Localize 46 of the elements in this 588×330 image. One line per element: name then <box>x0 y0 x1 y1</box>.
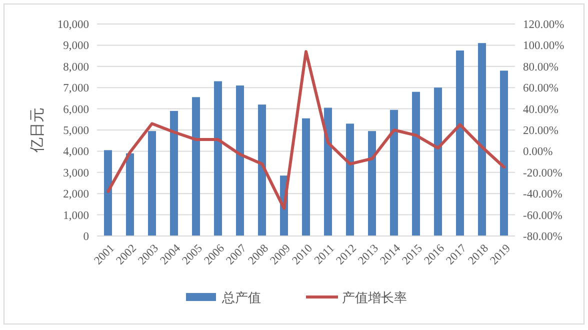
y-tick-label: 1,000 <box>63 210 90 222</box>
bar <box>170 110 178 236</box>
y2-tick-label: -80.00% <box>523 231 563 243</box>
y-tick-label: 8,000 <box>63 61 90 74</box>
y-tick-label: 10,000 <box>57 19 90 31</box>
y-tick-label: 0 <box>83 231 90 243</box>
bar <box>324 108 332 236</box>
y-tick-label: 2,000 <box>63 188 90 201</box>
bar <box>192 97 200 236</box>
y-tick-label: 9,000 <box>63 40 90 52</box>
legend-label: 产值增长率 <box>342 290 407 305</box>
bar <box>412 92 420 236</box>
bar <box>390 110 398 236</box>
x-tick-label: 2011 <box>312 242 338 267</box>
y2-tick-label: -40.00% <box>523 188 563 201</box>
bar <box>258 104 266 236</box>
y2-tick-label: 0.00% <box>523 146 554 158</box>
y-axis-title: 亿日元 <box>30 108 46 154</box>
bar <box>368 131 376 236</box>
bar <box>214 81 222 236</box>
y-tick-label: 5,000 <box>63 125 90 137</box>
bar <box>302 118 310 236</box>
line-series <box>106 50 506 210</box>
y-tick-label: 3,000 <box>63 167 90 180</box>
y2-tick-label: 120.00% <box>523 19 565 31</box>
bar <box>126 153 134 236</box>
y2-tick-label: 20.00% <box>523 125 559 137</box>
bar <box>236 85 244 236</box>
bar <box>456 50 464 236</box>
y2-tick-label: 80.00% <box>523 61 559 74</box>
y2-tick-label: -60.00% <box>523 210 563 222</box>
bar <box>346 124 354 236</box>
y2-tick-label: -20.00% <box>523 167 563 180</box>
y2-tick-label: 40.00% <box>523 104 559 116</box>
y2-tick-label: 100.00% <box>523 40 565 52</box>
y-tick-label: 6,000 <box>63 104 90 116</box>
bar <box>104 150 112 236</box>
bar <box>148 131 156 236</box>
y2-tick-label: 60.00% <box>523 82 559 95</box>
bar <box>500 70 508 236</box>
bar <box>434 88 442 236</box>
bar <box>478 43 486 236</box>
y-tick-label: 4,000 <box>63 146 90 158</box>
y-tick-label: 7,000 <box>63 82 90 95</box>
x-tick-label: 2001 <box>92 242 118 268</box>
legend-label: 总产值 <box>221 290 261 305</box>
